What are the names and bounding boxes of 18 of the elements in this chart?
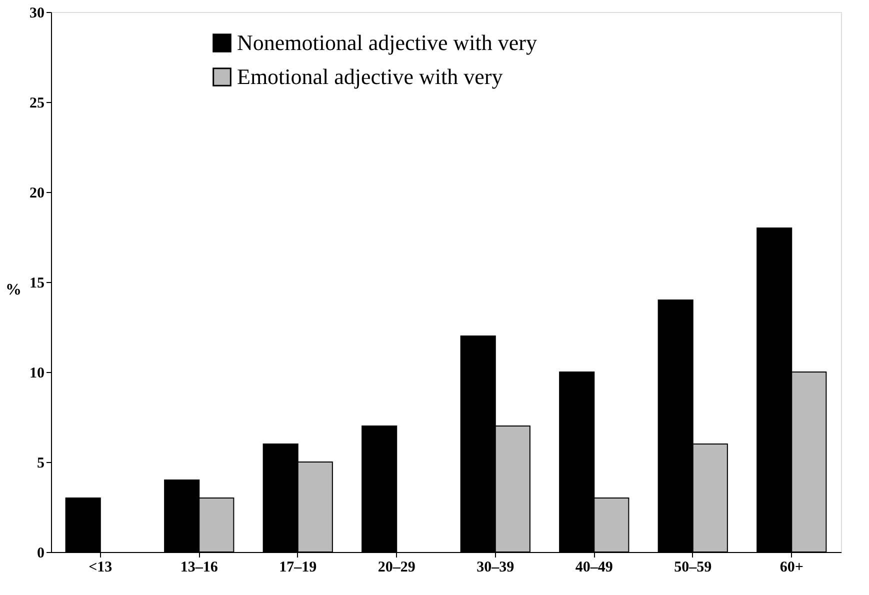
- x-tick-label: 40–49: [575, 560, 613, 576]
- y-tick-label: 5: [37, 456, 44, 472]
- legend-label: Nonemotional adjective with very: [237, 30, 537, 55]
- y-tick-label: 30: [30, 6, 44, 22]
- y-tick-label: 10: [30, 366, 44, 382]
- x-tick-label: 60+: [780, 560, 804, 576]
- x-tick-label: 50–59: [674, 560, 712, 576]
- x-tick-label: 30–39: [476, 560, 514, 576]
- legend-label: Emotional adjective with very: [237, 64, 503, 89]
- x-tick-label: 20–29: [378, 560, 416, 576]
- y-tick-label: 0: [37, 546, 44, 562]
- y-tick-label: 20: [30, 186, 44, 202]
- y-tick-label: 25: [30, 96, 44, 112]
- y-axis-title: %: [6, 282, 22, 298]
- x-tick-label: 13–16: [180, 560, 218, 576]
- x-tick-label: 17–19: [279, 560, 317, 576]
- x-tick-label: <13: [88, 560, 112, 576]
- y-tick-label: 15: [30, 276, 44, 292]
